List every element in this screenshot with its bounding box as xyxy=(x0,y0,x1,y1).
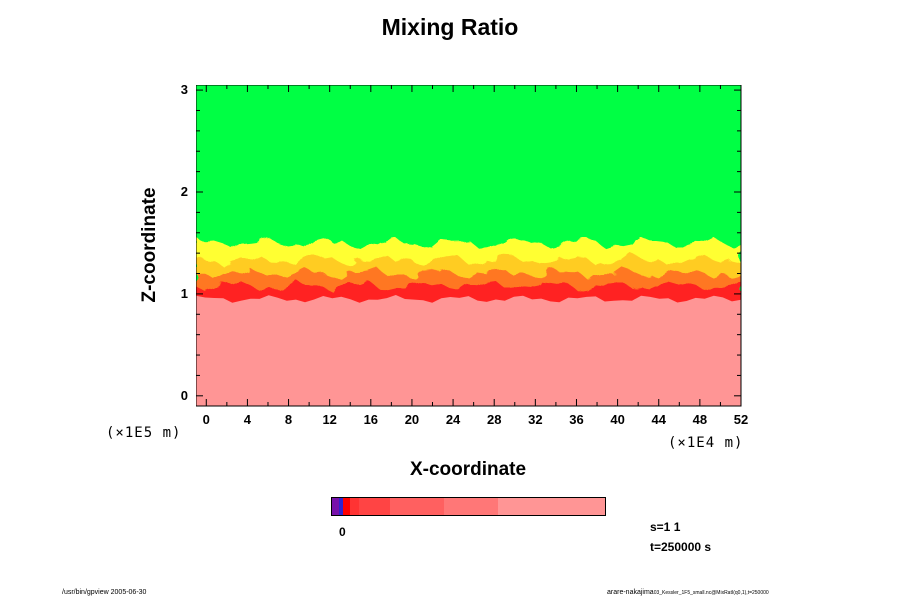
colorbar-segment xyxy=(497,498,605,515)
axis-ticks xyxy=(196,85,742,406)
colorbar-segment xyxy=(358,498,391,515)
colorbar-segment xyxy=(338,498,344,515)
x-tick-label: 36 xyxy=(569,412,584,427)
colorbar-segment xyxy=(343,498,350,515)
colorbar-segment xyxy=(443,498,498,515)
y-tick-label: 3 xyxy=(180,82,188,98)
x-scale-label: (×1E4 m) xyxy=(668,435,744,451)
x-tick-label: 20 xyxy=(404,412,420,427)
y-axis-label: Z-coordinate xyxy=(139,187,160,303)
x-tick-label: 16 xyxy=(363,412,379,427)
plot-frame xyxy=(196,85,742,407)
x-tick-label: 28 xyxy=(486,412,502,427)
x-tick-label: 4 xyxy=(243,412,252,427)
x-axis-label: X-coordinate xyxy=(409,459,527,480)
colorbar-segment xyxy=(332,498,339,515)
x-tick-label: 12 xyxy=(322,412,337,427)
x-tick-label: 24 xyxy=(445,412,461,427)
x-tick-label: 0 xyxy=(202,412,210,427)
footer-right-file: 03_Kessler_1F5_small.nc@MixRatI(q0,1),t=… xyxy=(653,590,769,596)
info-step: s=1 1 xyxy=(650,520,681,534)
colorbar xyxy=(331,497,606,516)
plot-area xyxy=(196,85,742,407)
x-tick-label: 48 xyxy=(692,412,708,427)
x-tick-label: 8 xyxy=(284,412,293,427)
x-tick-label: 44 xyxy=(651,412,666,427)
y-tick-label: 2 xyxy=(180,184,188,199)
chart-title: Mixing Ratio xyxy=(381,14,519,40)
layer-lower xyxy=(196,295,741,406)
x-tick-label: 52 xyxy=(733,412,749,427)
colorbar-zero-label: 0 xyxy=(339,525,346,539)
y-scale-label: (×1E5 m) xyxy=(106,425,182,441)
colorbar-segment xyxy=(390,498,444,515)
y-tick-label: 1 xyxy=(180,285,188,301)
colorbar-segment xyxy=(349,498,359,515)
footer-left: /usr/bin/gpview 2005-06-30 xyxy=(62,589,147,596)
x-tick-label: 32 xyxy=(528,412,543,427)
mixing-ratio-field xyxy=(196,85,741,406)
info-time: t=250000 s xyxy=(650,540,712,554)
x-tick-label: 40 xyxy=(610,412,625,427)
footer-right: arare-nakajima03_Kessler_1F5_small.nc@Mi… xyxy=(607,589,769,596)
footer-right-author: arare-nakajima xyxy=(607,589,654,596)
y-tick-label: 0 xyxy=(180,387,188,403)
